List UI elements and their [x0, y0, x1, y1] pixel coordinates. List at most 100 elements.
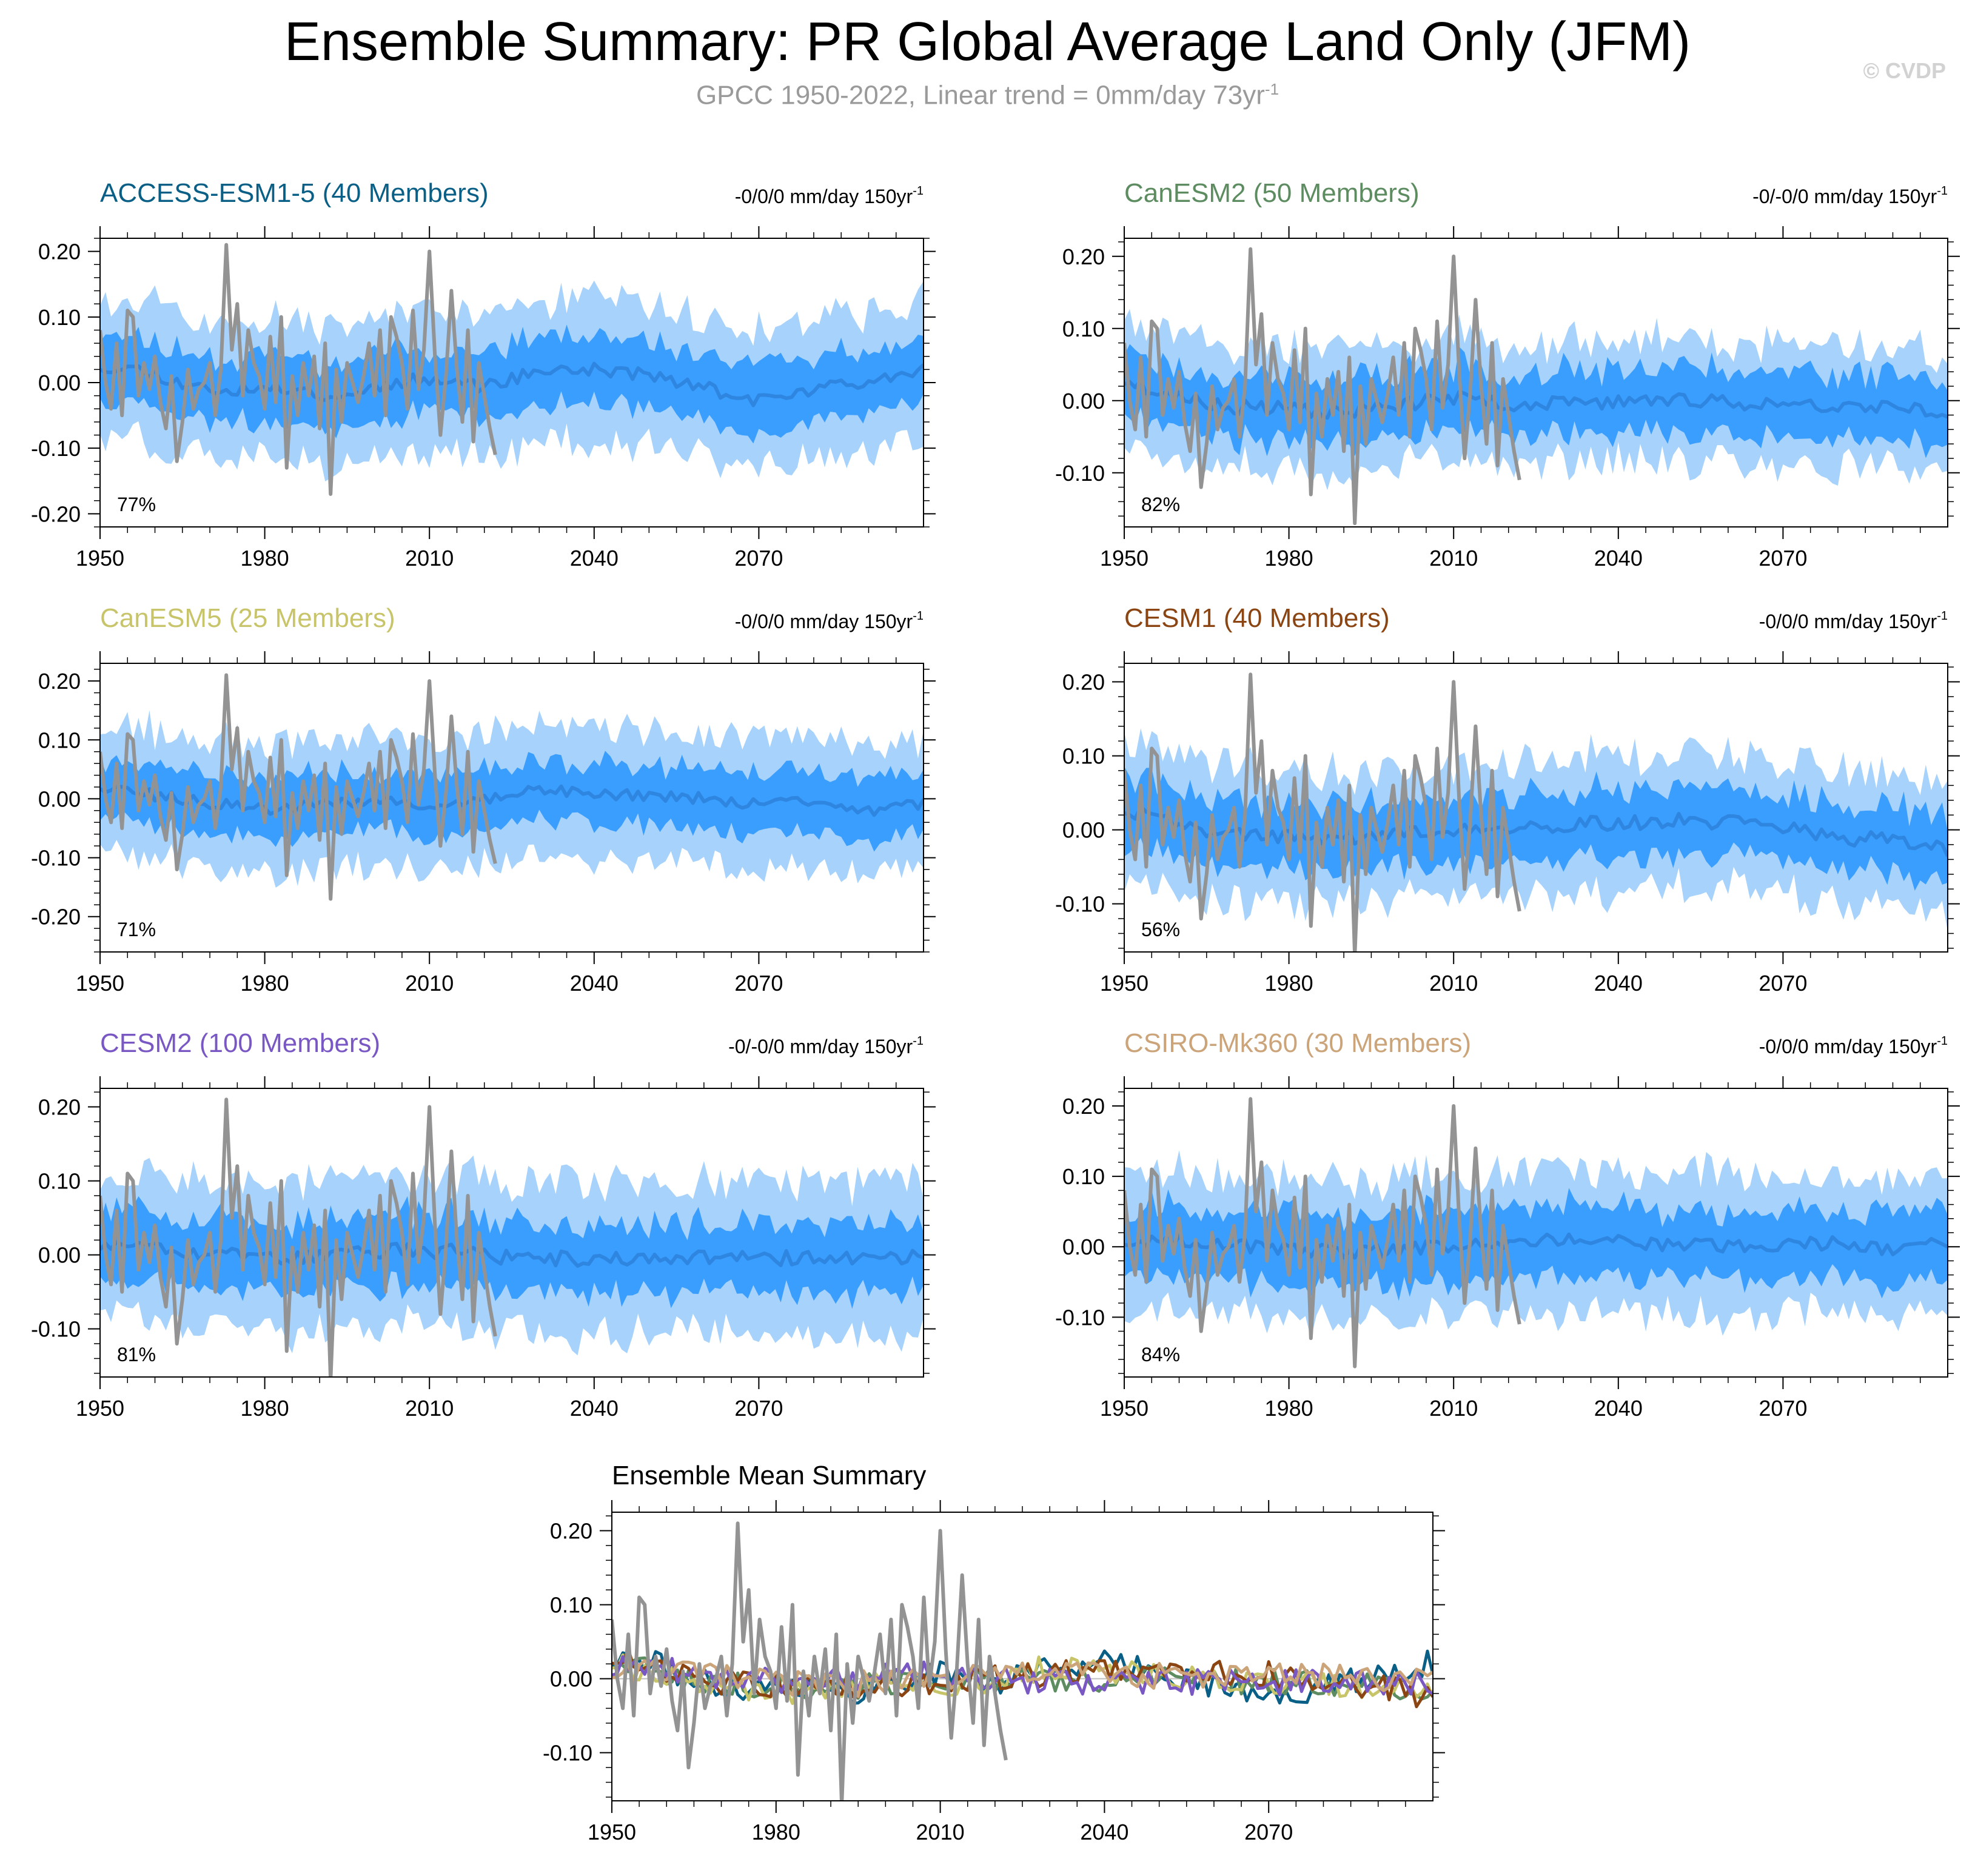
x-tick-label: 2010	[916, 1820, 965, 1844]
plot-area	[1124, 672, 1948, 952]
series-line-cesm2	[612, 1655, 1433, 1697]
ensemble-mean-line	[1124, 805, 1948, 857]
plot-area	[100, 673, 924, 901]
percent-label: 81%	[117, 1344, 156, 1365]
trend-label: -0/0/0 mm/day 150yr-1	[735, 609, 924, 632]
y-axis: -0.20 -0.10 0.00 0.10 0.20	[31, 668, 936, 953]
trend-text: -0/-0/0 mm/day 150yr	[728, 1036, 913, 1057]
x-tick-label: 1980	[241, 971, 289, 996]
y-tick-label: 0.20	[38, 669, 81, 694]
observations-line	[1124, 247, 1521, 526]
chart-panel-7: -0.10 0.00 0.10 0.20 1950 1980 2010 2040 2070 Ens…	[543, 1461, 1445, 1844]
ensemble-mean-line	[1124, 1231, 1948, 1260]
percent-label: 82%	[1141, 494, 1180, 515]
y-tick-label: 0.10	[38, 1169, 81, 1194]
observations-line	[100, 1097, 497, 1377]
chart-panel-4: -0.10 0.00 0.10 0.20 1950 1980 2010 2040 2070 CES…	[1055, 603, 1960, 996]
x-tick-label: 1950	[1100, 546, 1148, 571]
x-axis: 1950 1980 2010 2040 2070	[1100, 651, 1921, 996]
x-tick-label: 1980	[752, 1820, 800, 1844]
ensemble-interquartile-band	[100, 751, 924, 852]
chart-title: Ensemble Mean Summary	[612, 1461, 926, 1490]
x-tick-label: 2070	[1244, 1820, 1293, 1844]
x-tick-label: 1980	[1265, 546, 1313, 571]
y-tick-label: 0.20	[38, 1095, 81, 1120]
y-tick-label: 0.10	[38, 728, 81, 752]
y-tick-label: -0.10	[543, 1741, 592, 1766]
y-tick-label: 0.00	[1062, 818, 1105, 843]
chart-title: CESM1 (40 Members)	[1124, 603, 1390, 633]
x-tick-label: 1950	[588, 1820, 636, 1844]
subtitle-text: GPCC 1950-2022, Linear trend = 0mm/day 7…	[696, 80, 1265, 110]
x-tick-label: 2040	[570, 546, 619, 571]
observations-line	[1124, 1097, 1521, 1368]
chart-panel-6: -0.10 0.00 0.10 0.20 1950 1980 2010 2040 2070 CSI…	[1055, 1028, 1960, 1421]
percent-label: 77%	[117, 494, 156, 515]
x-tick-label: 1980	[1265, 971, 1313, 996]
trend-label: -0/0/0 mm/day 150yr-1	[1759, 1034, 1948, 1057]
trend-text: -0/0/0 mm/day 150yr	[1759, 611, 1937, 632]
y-tick-label: -0.10	[1055, 461, 1105, 486]
x-tick-label: 1950	[1100, 1396, 1148, 1421]
y-tick-label: 0.20	[1062, 244, 1105, 269]
y-tick-label: -0.10	[31, 436, 81, 461]
x-tick-label: 2010	[405, 971, 454, 996]
x-axis: 1950 1980 2010 2040 2070	[76, 1076, 897, 1421]
y-tick-label: 0.00	[550, 1667, 592, 1692]
x-tick-label: 1980	[1265, 1396, 1313, 1421]
y-tick-label: 0.10	[1062, 1164, 1105, 1189]
x-tick-label: 2010	[1429, 1396, 1478, 1421]
x-tick-label: 1950	[76, 1396, 124, 1421]
x-tick-label: 2070	[734, 1396, 783, 1421]
trend-superscript: -1	[1937, 184, 1948, 198]
ensemble-mean-line	[100, 361, 924, 407]
chart-title: CESM2 (100 Members)	[100, 1028, 380, 1058]
y-tick-label: 0.00	[1062, 1234, 1105, 1259]
chart-panel-5: -0.10 0.00 0.10 0.20 1950 1980 2010 2040 2070 CES…	[31, 1028, 936, 1421]
chart-panel-1: -0.20 -0.10 0.00 0.10 0.20 1950 1980 2010 2040 20…	[31, 178, 936, 571]
plot-area	[612, 1521, 1433, 1801]
observations-line	[612, 1521, 1008, 1801]
x-tick-label: 2070	[734, 971, 783, 996]
observations-line	[100, 673, 497, 901]
percent-label: 71%	[117, 919, 156, 940]
x-tick-label: 1980	[241, 1396, 289, 1421]
x-axis: 1950 1980 2010 2040 2070	[1100, 1076, 1921, 1421]
x-tick-label: 2040	[1080, 1820, 1128, 1844]
y-tick-label: -0.10	[1055, 1305, 1105, 1330]
ensemble-interquartile-band	[100, 1196, 924, 1309]
y-tick-label: -0.10	[1055, 892, 1105, 917]
x-tick-label: 1950	[76, 971, 124, 996]
y-axis: -0.10 0.00 0.10 0.20	[543, 1515, 1445, 1798]
y-tick-label: 0.10	[38, 305, 81, 330]
percent-label: 84%	[1141, 1344, 1180, 1365]
plot-area	[100, 1097, 924, 1377]
y-tick-label: -0.20	[31, 905, 81, 930]
y-tick-label: 0.00	[38, 1243, 81, 1268]
trend-superscript: -1	[913, 609, 924, 623]
chart-title: CSIRO-Mk360 (30 Members)	[1124, 1028, 1471, 1058]
x-tick-label: 1980	[241, 546, 289, 571]
y-tick-label: -0.10	[31, 846, 81, 871]
plot-area	[1124, 1097, 1948, 1368]
percent-label: 56%	[1141, 919, 1180, 940]
chart-panel-3: -0.20 -0.10 0.00 0.10 0.20 1950 1980 2010 2040 20…	[31, 603, 936, 996]
y-tick-label: 0.20	[1062, 670, 1105, 695]
x-tick-label: 1950	[1100, 971, 1148, 996]
cvdp-watermark: © CVDP	[1863, 58, 1946, 83]
x-axis: 1950 1980 2010 2040 2070	[1100, 226, 1921, 571]
series-line-csiro-mk360	[612, 1657, 1433, 1698]
trend-label: -0/0/0 mm/day 150yr-1	[735, 184, 924, 207]
observations-line	[100, 243, 497, 496]
x-tick-label: 1950	[76, 546, 124, 571]
y-tick-label: 0.00	[1062, 389, 1105, 414]
series-line-canesm2	[612, 1656, 1433, 1701]
y-tick-label: 0.00	[38, 786, 81, 811]
trend-label: -0/-0/0 mm/day 150yr-1	[728, 1034, 924, 1057]
trend-text: -0/0/0 mm/day 150yr	[735, 611, 913, 632]
x-tick-label: 2040	[1594, 1396, 1643, 1421]
x-axis: 1950 1980 2010 2040 2070	[76, 651, 897, 996]
y-tick-label: 0.20	[1062, 1094, 1105, 1119]
ensemble-mean-line	[100, 1240, 924, 1268]
trend-superscript: -1	[913, 1034, 924, 1048]
